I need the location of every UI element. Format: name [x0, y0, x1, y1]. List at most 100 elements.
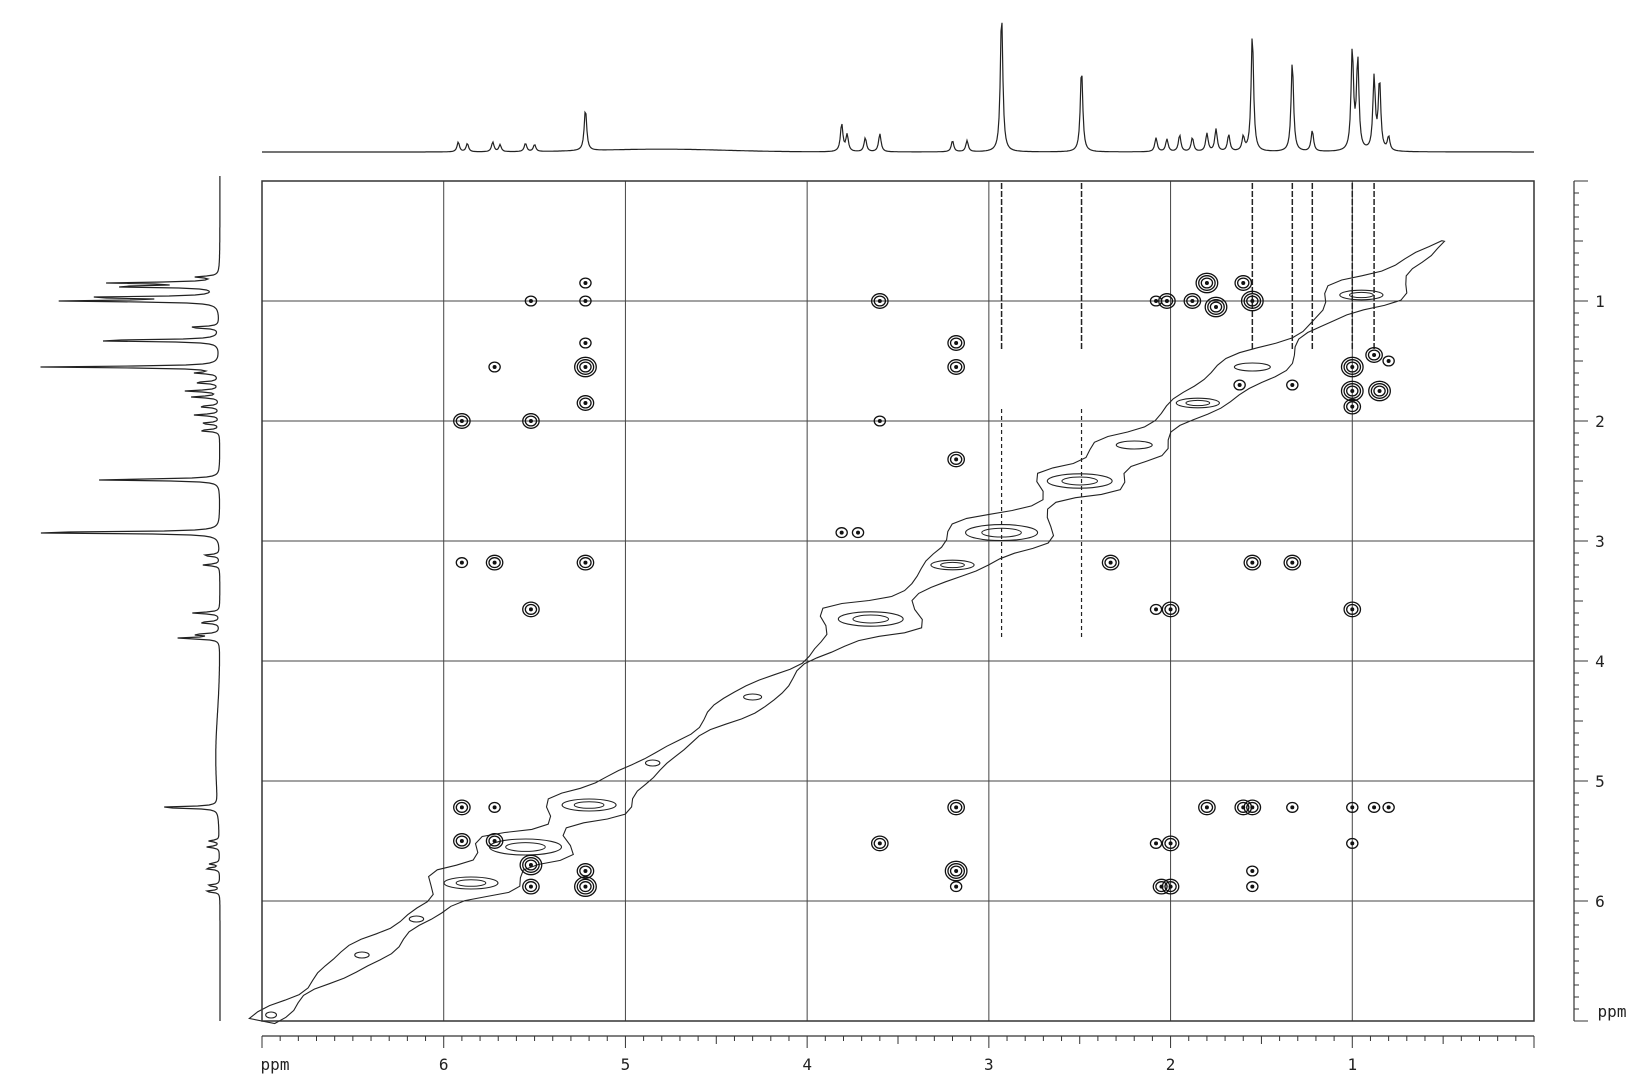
contour-ring	[1343, 398, 1362, 415]
cross-peak	[579, 337, 592, 349]
contour-ring	[851, 527, 865, 539]
cross-peak	[1233, 379, 1246, 391]
contour-ring	[574, 356, 597, 378]
contour-ring	[522, 857, 540, 873]
cross-peak	[576, 863, 595, 879]
diagonal-peak	[265, 1011, 278, 1019]
contour-ring	[873, 837, 887, 849]
top-1d-projection-spectrum	[262, 22, 1534, 153]
contour-core	[1350, 805, 1355, 810]
cross-peak	[1368, 380, 1391, 402]
contour-core	[459, 805, 464, 810]
contour-ring	[1343, 359, 1362, 375]
contour-ring	[949, 453, 963, 465]
contour-ring	[835, 527, 848, 539]
contour-ring	[870, 293, 889, 309]
contour-ring	[1183, 293, 1202, 309]
contour-core	[528, 863, 533, 867]
contour-core	[1250, 805, 1255, 810]
contour-core	[1190, 299, 1195, 303]
contour-core	[1386, 805, 1391, 810]
cross-peak	[851, 527, 865, 539]
contour-ring	[1160, 295, 1174, 307]
contour-core	[583, 341, 588, 345]
contour-ring	[1286, 379, 1299, 391]
diagonal-ridge-contour	[248, 240, 1446, 1025]
y-axis: 1 2 3 4 5 6 ppm	[1573, 180, 1627, 1022]
contour-ring	[1198, 275, 1216, 291]
contour-ring	[1246, 295, 1259, 307]
contour-ring	[1373, 385, 1386, 397]
cross-peak	[522, 601, 540, 618]
contour-ring	[1195, 272, 1219, 294]
contour-plot	[248, 183, 1446, 1025]
contour-ring	[1346, 801, 1359, 813]
cross-peak	[947, 799, 965, 816]
contour-ring	[576, 863, 595, 879]
contour-ring	[1237, 277, 1250, 289]
contour-ring	[1198, 799, 1216, 816]
contour-ring	[522, 601, 540, 618]
cross-peak	[453, 833, 471, 849]
cross-peak	[522, 413, 540, 429]
contour-ring	[1155, 881, 1168, 893]
contour-core	[1241, 281, 1246, 285]
contour-ring	[524, 603, 538, 615]
contour-ring	[1346, 361, 1359, 373]
contour-ring	[1200, 801, 1214, 813]
contour-ring	[1286, 801, 1299, 813]
contour-core	[954, 341, 959, 345]
diagonal-peak	[443, 876, 499, 890]
cross-peak	[1234, 799, 1253, 816]
contour-core	[1350, 841, 1355, 846]
y-axis-unit-label: ppm	[1598, 1002, 1627, 1021]
y-tick-label: 5	[1595, 772, 1605, 791]
cross-peak	[1149, 603, 1163, 615]
contour-core	[1214, 305, 1218, 309]
cross-peak	[1234, 275, 1253, 291]
diagonal-peak	[1115, 440, 1153, 450]
contour-core	[528, 299, 533, 303]
contour-ring	[1243, 293, 1262, 309]
contour-ring	[949, 337, 963, 349]
contour-ring	[579, 397, 592, 409]
contour-ring	[873, 295, 887, 307]
cross-peak	[1283, 554, 1302, 571]
x-tick-label: 4	[802, 1055, 812, 1074]
contour-ring	[524, 295, 538, 307]
contour-ring	[1340, 380, 1364, 402]
contour-core	[1204, 281, 1209, 285]
contour-core	[492, 839, 497, 843]
x-axis-unit-label: ppm	[261, 1055, 290, 1074]
contour-ring	[1367, 349, 1381, 361]
y-tick-label: 1	[1595, 292, 1605, 311]
contour-core	[1250, 869, 1255, 873]
cross-peak	[1152, 878, 1171, 895]
contour-ring	[579, 865, 592, 877]
cross-peak	[1161, 601, 1180, 618]
contour-ring	[1237, 801, 1250, 813]
contour-core	[1204, 805, 1209, 810]
cross-peak	[947, 451, 965, 468]
cross-peak	[1183, 293, 1202, 309]
contour-ring	[579, 361, 592, 373]
diagonal-peak	[455, 879, 487, 887]
contour-ring	[1149, 603, 1163, 615]
contour-core	[492, 560, 497, 565]
cross-peak	[579, 277, 592, 289]
cross-peak	[579, 295, 592, 307]
x-tick-label: 2	[1166, 1055, 1176, 1074]
contour-ring	[1346, 837, 1359, 849]
contour-core	[528, 607, 533, 612]
diagonal-peak	[644, 759, 661, 767]
cross-peak	[1246, 865, 1259, 877]
contour-ring	[576, 878, 595, 895]
contour-ring	[579, 557, 592, 569]
contour-core	[839, 530, 844, 535]
contour-ring	[453, 833, 471, 849]
contour-core	[583, 365, 588, 369]
diagonal-peak	[1348, 291, 1374, 299]
contour-core	[1250, 299, 1255, 303]
contour-core	[1250, 884, 1255, 889]
